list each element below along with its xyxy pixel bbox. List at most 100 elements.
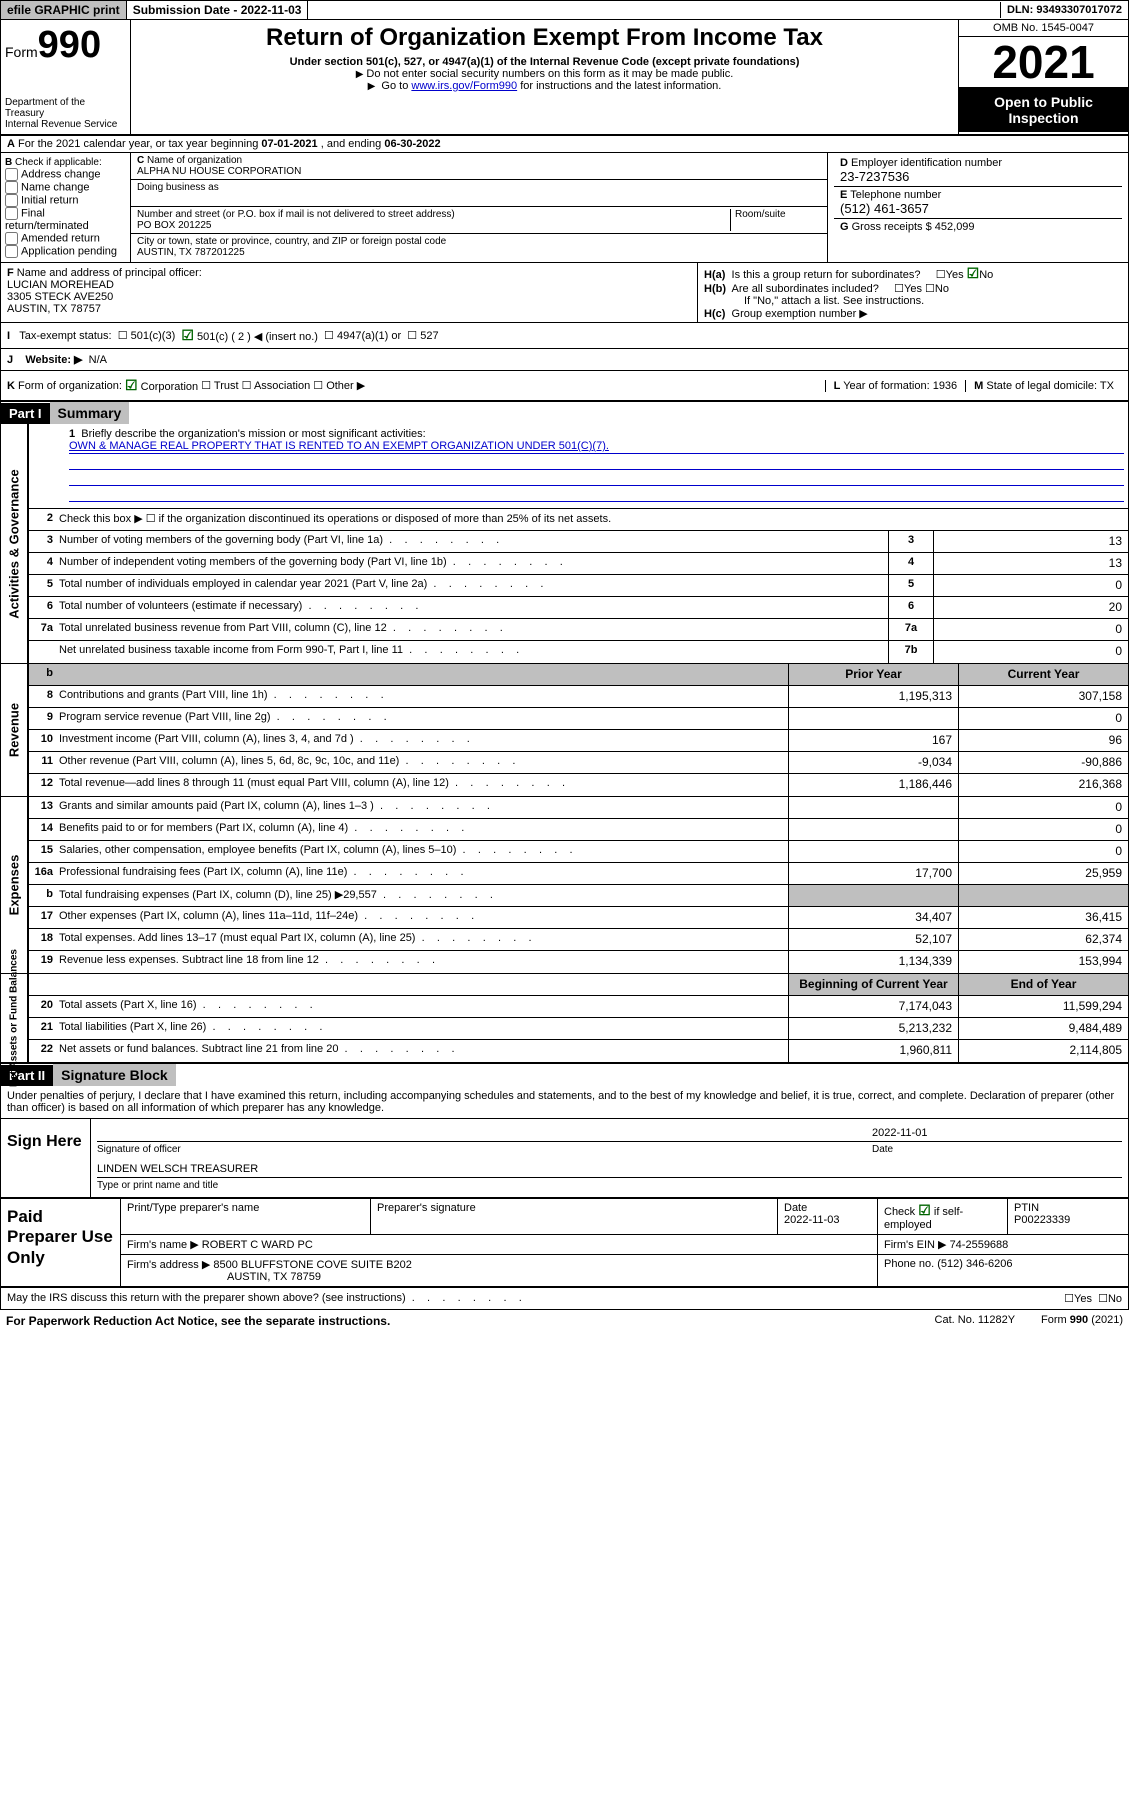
chk-assoc[interactable]: ☐ Association bbox=[242, 379, 311, 392]
box-m: M State of legal domicile: TX bbox=[965, 380, 1122, 392]
tax-year: 2021 bbox=[959, 37, 1128, 88]
line-box: 3 bbox=[888, 531, 933, 552]
net-header: Beginning of Current Year End of Year bbox=[29, 974, 1128, 996]
mission-text[interactable]: OWN & MANAGE REAL PROPERTY THAT IS RENTE… bbox=[69, 440, 609, 452]
inspect-line2: Inspection bbox=[1008, 110, 1078, 126]
form-subtitle: Under section 501(c), 527, or 4947(a)(1)… bbox=[139, 56, 950, 68]
chk-4947[interactable]: ☐ 4947(a)(1) or bbox=[324, 329, 401, 342]
summary-line: 16a Professional fundraising fees (Part … bbox=[29, 863, 1128, 885]
summary-line: 20 Total assets (Part X, line 16) 7,174,… bbox=[29, 996, 1128, 1018]
form-title: Return of Organization Exempt From Incom… bbox=[139, 24, 950, 52]
summary-line: 17 Other expenses (Part IX, column (A), … bbox=[29, 907, 1128, 929]
current-value: 11,599,294 bbox=[958, 996, 1128, 1017]
addr-row: Number and street (or P.O. box if mail i… bbox=[131, 207, 827, 234]
summary-line: 9 Program service revenue (Part VIII, li… bbox=[29, 708, 1128, 730]
prior-value: 17,700 bbox=[788, 863, 958, 884]
chk-address[interactable]: Address change bbox=[5, 168, 126, 181]
boxes-f-h: F Name and address of principal officer:… bbox=[1, 263, 1128, 323]
prior-value: 52,107 bbox=[788, 929, 958, 950]
section-expenses: Expenses 13 Grants and similar amounts p… bbox=[1, 797, 1128, 974]
rev-header: b Prior Year Current Year bbox=[29, 664, 1128, 686]
line-text: Number of voting members of the governin… bbox=[59, 531, 888, 552]
part1-label: Part I bbox=[1, 403, 50, 424]
officer-addr1: 3305 STECK AVE250 bbox=[7, 291, 113, 303]
firm-addr2: AUSTIN, TX 78759 bbox=[127, 1271, 321, 1283]
current-value: 25,959 bbox=[958, 863, 1128, 884]
city-row: City or town, state or province, country… bbox=[131, 234, 827, 260]
chk-trust[interactable]: ☐ Trust bbox=[201, 379, 238, 392]
summary-line: 6 Total number of volunteers (estimate i… bbox=[29, 597, 1128, 619]
prior-value bbox=[788, 819, 958, 840]
hdr-end: End of Year bbox=[958, 974, 1128, 995]
form-num: 990 bbox=[38, 24, 101, 66]
chk-corp[interactable]: ☑ Corporation bbox=[125, 377, 198, 394]
irs-link[interactable]: www.irs.gov/Form990 bbox=[411, 80, 517, 92]
summary-line: 18 Total expenses. Add lines 13–17 (must… bbox=[29, 929, 1128, 951]
line-2: 2Check this box ▶ ☐ if the organization … bbox=[29, 509, 1128, 531]
summary-line: 19 Revenue less expenses. Subtract line … bbox=[29, 951, 1128, 973]
sig-officer-line: 2022-11-01 bbox=[97, 1125, 1122, 1142]
sig-date-label: Date bbox=[872, 1144, 1122, 1155]
line-text: Other expenses (Part IX, column (A), lin… bbox=[59, 907, 788, 928]
side-revenue: Revenue bbox=[1, 664, 29, 796]
box-f: F Name and address of principal officer:… bbox=[1, 263, 698, 322]
line-text: Total assets (Part X, line 16) bbox=[59, 996, 788, 1017]
street-addr: PO BOX 201225 bbox=[137, 220, 212, 231]
line-text: Number of independent voting members of … bbox=[59, 553, 888, 574]
sign-here-block: Sign Here 2022-11-01 Signature of office… bbox=[1, 1119, 1128, 1197]
line-text: Net unrelated business taxable income fr… bbox=[59, 641, 888, 663]
city-label: City or town, state or province, country… bbox=[137, 236, 446, 247]
part1-header: Part ISummary bbox=[1, 402, 1128, 424]
checkmark-icon: ☑ bbox=[125, 377, 138, 393]
line-value: 0 bbox=[933, 575, 1128, 596]
line-text: Total fundraising expenses (Part IX, col… bbox=[59, 885, 788, 906]
chk-501c3[interactable]: ☐ 501(c)(3) bbox=[118, 329, 176, 342]
box-b: B Check if applicable: Address change Na… bbox=[1, 153, 131, 262]
officer-addr2: AUSTIN, TX 78757 bbox=[7, 303, 101, 315]
efile-label: efile GRAPHIC print bbox=[1, 1, 127, 19]
discuss-text: May the IRS discuss this return with the… bbox=[7, 1292, 406, 1305]
chk-other[interactable]: ☐ Other ▶ bbox=[313, 379, 365, 392]
line-text: Grants and similar amounts paid (Part IX… bbox=[59, 797, 788, 818]
dba-label: Doing business as bbox=[137, 182, 219, 193]
phone-value: (512) 461-3657 bbox=[840, 201, 929, 216]
officer-label: Name and address of principal officer: bbox=[17, 267, 202, 279]
section-revenue: Revenue b Prior Year Current Year 8 Cont… bbox=[1, 664, 1128, 797]
chk-name[interactable]: Name change bbox=[5, 181, 126, 194]
form-container: efile GRAPHIC print Submission Date - 20… bbox=[0, 0, 1129, 1310]
prior-value: 1,960,811 bbox=[788, 1040, 958, 1062]
chk-pending[interactable]: Application pending bbox=[5, 245, 126, 258]
prep-check: Check ☑ if self-employed bbox=[878, 1199, 1008, 1234]
prior-value bbox=[788, 708, 958, 729]
ptin-value: P00223339 bbox=[1014, 1214, 1070, 1226]
submission-date: Submission Date - 2022-11-03 bbox=[127, 1, 309, 19]
line-box: 4 bbox=[888, 553, 933, 574]
chk-amended[interactable]: Amended return bbox=[5, 232, 126, 245]
prep-row-3: Firm's address ▶ 8500 BLUFFSTONE COVE SU… bbox=[121, 1255, 1128, 1286]
year-pre: For the 2021 calendar year, or tax year … bbox=[18, 138, 261, 150]
note-goto: Go to www.irs.gov/Form990 for instructio… bbox=[139, 80, 950, 92]
line-text: Total unrelated business revenue from Pa… bbox=[59, 619, 888, 640]
firm-name-label: Firm's name ▶ bbox=[127, 1239, 199, 1251]
current-value: 0 bbox=[958, 797, 1128, 818]
line-value: 0 bbox=[933, 641, 1128, 663]
line-text: Total number of individuals employed in … bbox=[59, 575, 888, 596]
line-value: 13 bbox=[933, 553, 1128, 574]
chk-527[interactable]: ☐ 527 bbox=[407, 329, 438, 342]
line-text: Total revenue—add lines 8 through 11 (mu… bbox=[59, 774, 788, 796]
prior-value: 167 bbox=[788, 730, 958, 751]
year-end: 06-30-2022 bbox=[384, 138, 440, 150]
line-text: Salaries, other compensation, employee b… bbox=[59, 841, 788, 862]
hc-prefix: H(c) bbox=[704, 308, 725, 320]
box-e: E Telephone number (512) 461-3657 bbox=[834, 187, 1122, 219]
chk-initial[interactable]: Initial return bbox=[5, 194, 126, 207]
side-governance: Activities & Governance bbox=[1, 424, 29, 663]
chk-501c[interactable]: ☑ 501(c) ( 2 ) ◀ (insert no.) bbox=[181, 327, 318, 344]
chk-final[interactable]: Final return/terminated bbox=[5, 207, 126, 232]
summary-line: 7a Total unrelated business revenue from… bbox=[29, 619, 1128, 641]
mission-label: Briefly describe the organization's miss… bbox=[81, 428, 425, 440]
f-prefix: F bbox=[7, 267, 14, 279]
officer-sub: Type or print name and title bbox=[97, 1180, 1122, 1191]
line-text: Professional fundraising fees (Part IX, … bbox=[59, 863, 788, 884]
line-text: Total expenses. Add lines 13–17 (must eq… bbox=[59, 929, 788, 950]
